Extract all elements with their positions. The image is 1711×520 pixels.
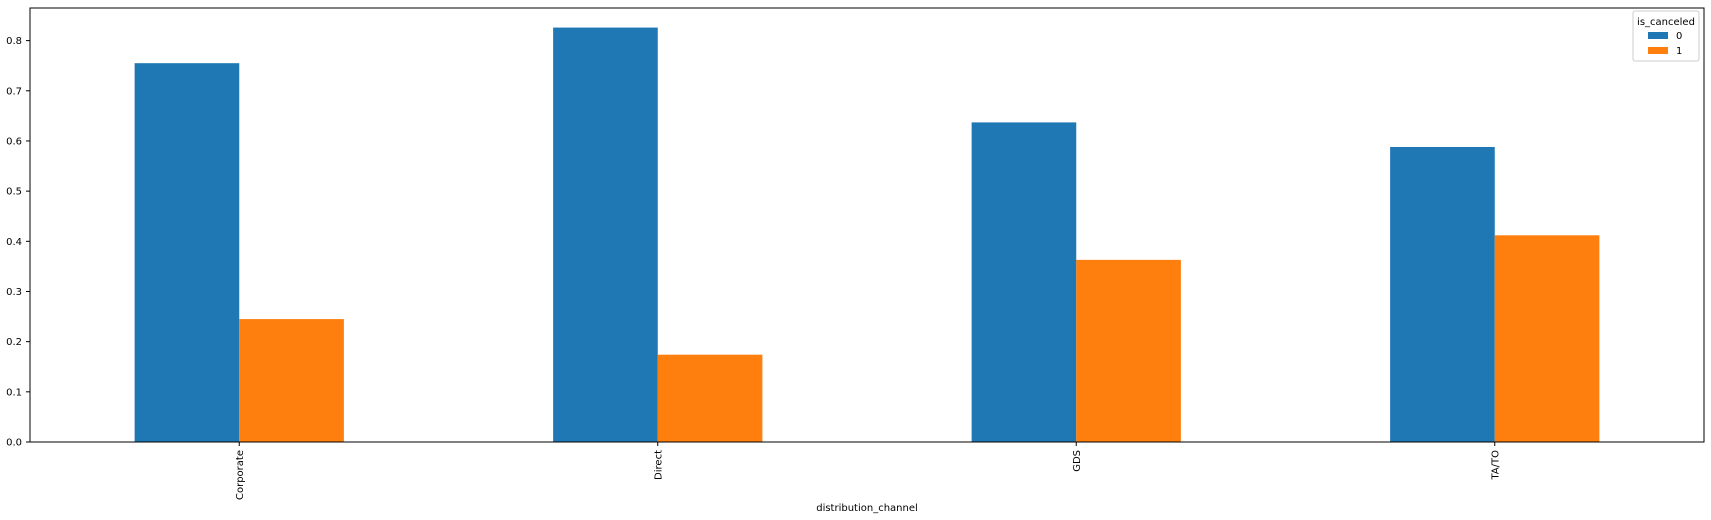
x-axis: Corporate Direct GDS TA/TO [235,442,1501,500]
y-tick-label: 0.3 [6,287,22,298]
x-tick-label: Direct [653,450,664,480]
y-tick-label: 0.0 [6,438,22,449]
bar-corporate-series-0 [134,63,240,442]
y-tick-label: 0.2 [6,337,22,348]
bar-direct-series-0 [553,27,658,442]
legend-swatch-0 [1648,32,1668,39]
bar-direct-series-1 [657,354,763,442]
legend-label-0: 0 [1676,31,1682,42]
legend-title: is_canceled [1637,17,1695,28]
y-tick-label: 0.4 [6,237,22,248]
bar-gds-series-0 [971,122,1077,443]
x-tick-label: TA/TO [1490,450,1501,481]
y-tick-label: 0.8 [6,36,22,47]
x-axis-label: distribution_channel [816,503,918,514]
y-tick-label: 0.5 [6,187,22,198]
legend-swatch-1 [1648,47,1668,54]
legend-label-1: 1 [1676,46,1682,57]
bar-ta-to-series-1 [1494,235,1600,442]
y-axis: 0.0 0.1 0.2 0.3 0.4 0.5 0.6 0.7 0.8 [6,36,30,449]
bars-layer [134,27,1600,443]
bar-ta-to-series-0 [1390,146,1495,443]
y-tick-label: 0.7 [6,86,22,97]
bar-corporate-series-1 [239,319,344,442]
plot-frame [29,7,1705,443]
x-tick-label: GDS [1072,450,1083,472]
y-tick-label: 0.6 [6,136,22,147]
bar-gds-series-1 [1076,259,1181,442]
y-tick-label: 0.1 [6,387,22,398]
x-tick-label: Corporate [235,450,246,500]
legend: is_canceled 0 1 [1632,10,1700,62]
